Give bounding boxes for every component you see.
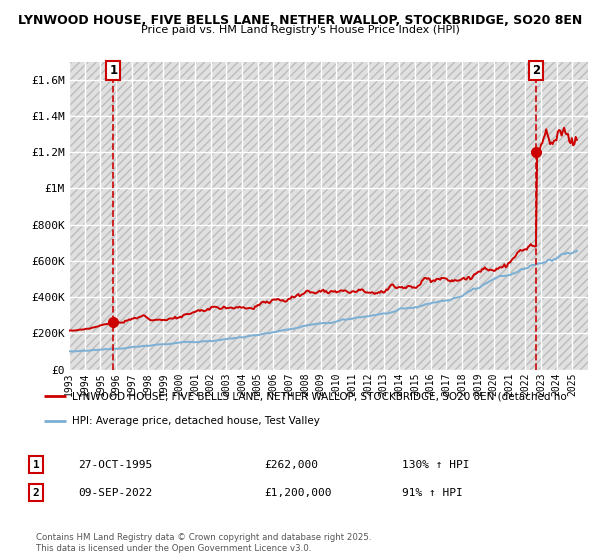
Text: £1,200,000: £1,200,000: [264, 488, 331, 498]
Text: LYNWOOD HOUSE, FIVE BELLS LANE, NETHER WALLOP, STOCKBRIDGE, SO20 8EN (detached h: LYNWOOD HOUSE, FIVE BELLS LANE, NETHER W…: [72, 391, 566, 401]
Text: £262,000: £262,000: [264, 460, 318, 470]
Text: Price paid vs. HM Land Registry's House Price Index (HPI): Price paid vs. HM Land Registry's House …: [140, 25, 460, 35]
Text: Contains HM Land Registry data © Crown copyright and database right 2025.
This d: Contains HM Land Registry data © Crown c…: [36, 533, 371, 553]
Text: 130% ↑ HPI: 130% ↑ HPI: [402, 460, 470, 470]
Text: 91% ↑ HPI: 91% ↑ HPI: [402, 488, 463, 498]
Text: LYNWOOD HOUSE, FIVE BELLS LANE, NETHER WALLOP, STOCKBRIDGE, SO20 8EN: LYNWOOD HOUSE, FIVE BELLS LANE, NETHER W…: [18, 14, 582, 27]
Text: 1: 1: [109, 64, 118, 77]
Text: 09-SEP-2022: 09-SEP-2022: [78, 488, 152, 498]
Text: 27-OCT-1995: 27-OCT-1995: [78, 460, 152, 470]
Text: HPI: Average price, detached house, Test Valley: HPI: Average price, detached house, Test…: [72, 417, 320, 426]
Text: 2: 2: [32, 488, 40, 498]
Text: 2: 2: [532, 64, 540, 77]
Text: 1: 1: [32, 460, 40, 470]
